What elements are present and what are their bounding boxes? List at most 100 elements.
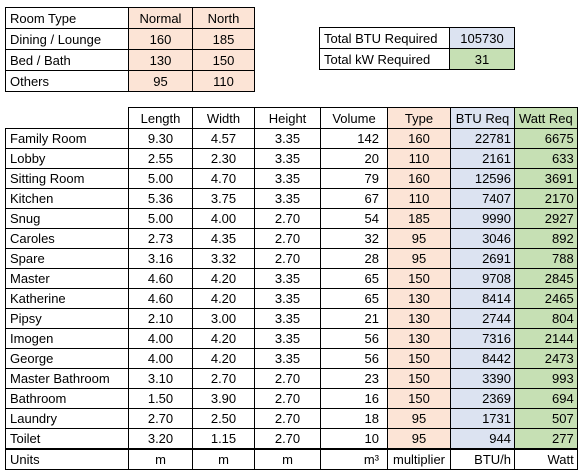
room-btu[interactable]: 12596 [450,168,515,189]
total-kw-label[interactable]: Total kW Required [319,48,450,70]
room-length[interactable]: 5.00 [128,208,193,229]
room-watt[interactable]: 2170 [514,188,578,209]
room-height[interactable]: 2.70 [254,388,321,409]
room-height[interactable]: 3.35 [254,348,321,369]
watt-header[interactable]: Watt Req [514,107,578,129]
room-name[interactable]: Lobby [5,148,129,169]
room-height[interactable]: 2.70 [254,228,321,249]
room-volume[interactable]: 65 [320,268,388,289]
room-watt[interactable]: 507 [514,408,578,429]
room-name[interactable]: Spare [5,248,129,269]
normal-header[interactable]: Normal [128,7,193,29]
room-height[interactable]: 3.35 [254,188,321,209]
room-volume[interactable]: 142 [320,128,388,149]
total-btu-label[interactable]: Total BTU Required [319,27,450,49]
room-type[interactable]: 150 [387,368,451,389]
room-width[interactable]: 4.20 [192,328,255,349]
room-watt[interactable]: 633 [514,148,578,169]
room-height[interactable]: 3.35 [254,308,321,329]
length-header[interactable]: Length [128,107,193,129]
length-unit[interactable]: m [128,448,193,470]
room-volume[interactable]: 16 [320,388,388,409]
type-unit[interactable]: multiplier [387,448,451,470]
total-btu-value[interactable]: 105730 [449,27,515,49]
room-height[interactable]: 2.70 [254,368,321,389]
room-type[interactable]: 130 [387,328,451,349]
room-btu[interactable]: 3390 [450,368,515,389]
room-length[interactable]: 5.00 [128,168,193,189]
room-name[interactable]: Pipsy [5,308,129,329]
room-length[interactable]: 2.10 [128,308,193,329]
room-length[interactable]: 4.00 [128,348,193,369]
width-unit[interactable]: m [192,448,255,470]
room-btu[interactable]: 2161 [450,148,515,169]
room-width[interactable]: 2.70 [192,368,255,389]
room-watt[interactable]: 3691 [514,168,578,189]
room-name[interactable]: Laundry [5,408,129,429]
room-volume[interactable]: 18 [320,408,388,429]
room-name[interactable]: Family Room [5,128,129,149]
multiplier-normal[interactable]: 95 [128,70,193,92]
room-name[interactable]: Caroles [5,228,129,249]
room-height[interactable]: 2.70 [254,408,321,429]
room-width[interactable]: 2.30 [192,148,255,169]
north-header[interactable]: North [192,7,255,29]
room-watt[interactable]: 2465 [514,288,578,309]
room-btu[interactable]: 2691 [450,248,515,269]
room-length[interactable]: 2.70 [128,408,193,429]
room-type[interactable]: 150 [387,268,451,289]
room-btu[interactable]: 2744 [450,308,515,329]
room-length[interactable]: 2.55 [128,148,193,169]
room-watt[interactable]: 6675 [514,128,578,149]
room-name[interactable]: Imogen [5,328,129,349]
room-watt[interactable]: 277 [514,428,578,450]
room-length[interactable]: 2.73 [128,228,193,249]
room-volume[interactable]: 28 [320,248,388,269]
room-watt[interactable]: 788 [514,248,578,269]
room-volume[interactable]: 67 [320,188,388,209]
room-watt[interactable]: 2144 [514,328,578,349]
room-watt[interactable]: 2927 [514,208,578,229]
room-volume[interactable]: 56 [320,348,388,369]
room-width[interactable]: 4.20 [192,348,255,369]
room-width[interactable]: 4.57 [192,128,255,149]
room-length[interactable]: 4.60 [128,288,193,309]
room-volume[interactable]: 23 [320,368,388,389]
room-volume[interactable]: 54 [320,208,388,229]
units-label[interactable]: Units [5,448,129,470]
room-volume[interactable]: 56 [320,328,388,349]
room-name[interactable]: Katherine [5,288,129,309]
height-unit[interactable]: m [254,448,321,470]
room-type[interactable]: 110 [387,188,451,209]
multiplier-normal[interactable]: 130 [128,49,193,71]
room-length[interactable]: 9.30 [128,128,193,149]
room-height[interactable]: 3.35 [254,328,321,349]
room-btu[interactable]: 2369 [450,388,515,409]
room-name[interactable]: Bathroom [5,388,129,409]
room-name[interactable]: George [5,348,129,369]
room-length[interactable]: 4.00 [128,328,193,349]
room-name[interactable]: Master [5,268,129,289]
room-type[interactable]: 160 [387,128,451,149]
room-btu[interactable]: 8442 [450,348,515,369]
room-btu[interactable]: 8414 [450,288,515,309]
volume-unit[interactable]: m³ [320,448,388,470]
room-name[interactable]: Sitting Room [5,168,129,189]
room-type[interactable]: 95 [387,428,451,450]
room-width[interactable]: 2.50 [192,408,255,429]
room-btu[interactable]: 9990 [450,208,515,229]
multiplier-normal[interactable]: 160 [128,28,193,50]
room-name[interactable]: Master Bathroom [5,368,129,389]
room-watt[interactable]: 804 [514,308,578,329]
room-btu[interactable]: 22781 [450,128,515,149]
room-width[interactable]: 4.70 [192,168,255,189]
height-header[interactable]: Height [254,107,321,129]
room-type[interactable]: 95 [387,228,451,249]
room-length[interactable]: 3.16 [128,248,193,269]
room-length[interactable]: 5.36 [128,188,193,209]
multiplier-north[interactable]: 150 [192,49,255,71]
room-name[interactable]: Toilet [5,428,129,450]
volume-header[interactable]: Volume [320,107,388,129]
room-width[interactable]: 4.20 [192,288,255,309]
room-watt[interactable]: 993 [514,368,578,389]
